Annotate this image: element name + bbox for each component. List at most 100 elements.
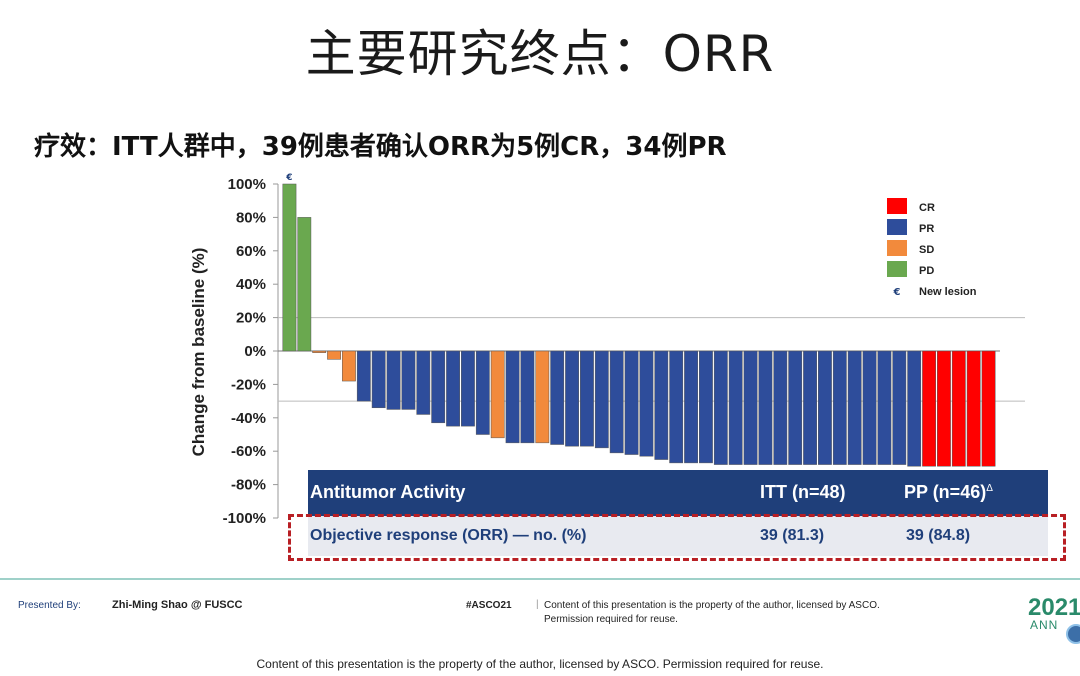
y-tick-label: 20% [236, 310, 266, 327]
bar-pr [773, 350, 788, 465]
footer-notice-line2: Permission required for reuse. [544, 614, 678, 625]
bar-sd [342, 350, 356, 382]
bar-pr [788, 350, 803, 465]
highlight-box [288, 514, 1066, 561]
bar-cr [981, 350, 996, 467]
y-tick-label: 0% [244, 343, 266, 360]
table-cell-orr-pp: 39 (84.8) [906, 527, 971, 544]
waterfall-chart: Change from baseline (%) 100% 80% 60% 40% 20… [189, 173, 1025, 527]
legend-label: PR [919, 223, 934, 235]
y-tick-labels: 100% 80% 60% 40% 20% 0% -20% -40% -60% -80% -100% [223, 176, 278, 527]
bar-pr [624, 350, 639, 455]
bar-pr [803, 350, 817, 465]
table-header-pp-sup: Δ [986, 483, 993, 494]
y-tick-label: 80% [236, 209, 266, 226]
bar-pr [758, 350, 773, 465]
asco-annual-label: ANN [1030, 618, 1059, 632]
table-cell-orr-label: Objective response (ORR) — no. (%) [310, 527, 587, 544]
y-tick-label: 100% [228, 176, 266, 193]
legend-symbol-new-lesion: € [893, 287, 901, 298]
presenter-name: Zhi-Ming Shao @ FUSCC [112, 599, 243, 611]
legend-swatch-pd [887, 261, 907, 277]
footer-notice-line1: Content of this presentation is the prop… [544, 600, 880, 611]
bar-pr [832, 350, 847, 465]
slide-title: 主要研究终点：ORR [305, 25, 775, 83]
y-tick-label: -40% [231, 410, 266, 427]
bar-cr [922, 350, 936, 467]
table-header-activity: Antitumor Activity [310, 482, 466, 502]
bars: € [282, 173, 996, 467]
bottom-notice: Content of this presentation is the prop… [256, 657, 824, 671]
y-axis-title: Change from baseline (%) [189, 248, 208, 457]
bar-pr [877, 350, 892, 465]
bar-pd [297, 217, 312, 352]
table-header-pp: PP (n=46)Δ [904, 482, 993, 503]
y-tick-label: 60% [236, 243, 266, 260]
bar-cr [951, 350, 966, 467]
legend-swatch-pr [887, 219, 907, 235]
bar-pr [401, 350, 416, 410]
bar-pr [713, 350, 728, 465]
bar-pr [728, 350, 743, 465]
y-tick-label: -20% [231, 376, 266, 393]
bar-pr [684, 350, 698, 464]
table-header-itt: ITT (n=48) [760, 482, 846, 502]
bar-pr [699, 350, 713, 464]
bar-pr [505, 350, 520, 444]
y-tick-label: -80% [231, 477, 266, 494]
bar-pr [654, 350, 669, 460]
new-lesion-marker: € [285, 173, 292, 183]
bar-cr [937, 350, 951, 467]
bar-pr [639, 350, 654, 457]
footer-hashtag: #ASCO21 [466, 600, 512, 611]
bar-pr [892, 350, 907, 465]
bar-sd [490, 350, 505, 439]
legend-label: New lesion [919, 286, 977, 298]
footer-separator: | [536, 599, 539, 610]
bar-pr [386, 350, 401, 410]
footer-divider [0, 578, 1080, 580]
bar-pr [356, 350, 371, 402]
legend-label: SD [919, 244, 934, 256]
bar-pr [609, 350, 624, 454]
bar-pr [475, 350, 490, 435]
chart-legend: CR PR SD PD € New lesion [887, 198, 977, 298]
bar-pr [669, 350, 684, 464]
bar-pr [907, 350, 922, 467]
bar-pr [371, 350, 386, 409]
bar-pr [847, 350, 862, 465]
globe-icon [1066, 624, 1080, 644]
bar-pr [862, 350, 877, 465]
bar-pr [594, 350, 609, 449]
bar-sd [312, 350, 327, 353]
bar-pr [743, 350, 758, 465]
bar-pr [580, 350, 594, 447]
slide-subtitle: 疗效：ITT人群中，39例患者确认ORR为5例CR，34例PR [34, 132, 727, 162]
bar-pr [550, 350, 565, 445]
legend-swatch-sd [887, 240, 907, 256]
table-cell-orr-itt: 39 (81.3) [760, 527, 825, 544]
bar-pr [416, 350, 431, 415]
bar-pr [431, 350, 446, 424]
asco-year: 2021 [1028, 594, 1080, 621]
bar-pr [461, 350, 475, 427]
y-axis-title-group: Change from baseline (%) [189, 248, 208, 457]
bar-pr [446, 350, 460, 427]
legend-label: CR [919, 202, 935, 214]
bar-pd [282, 183, 297, 352]
results-table-header: Antitumor Activity ITT (n=48) PP (n=46)Δ [308, 470, 1048, 516]
y-tick-label: 40% [236, 276, 266, 293]
bar-pr [520, 350, 535, 444]
results-table-row: Objective response (ORR) — no. (%) 39 (8… [308, 516, 1048, 556]
presented-by-label: Presented By: [18, 600, 81, 611]
y-tick-label: -60% [231, 443, 266, 460]
bar-pr [565, 350, 579, 447]
legend-swatch-cr [887, 198, 907, 214]
bar-sd [535, 350, 550, 444]
bar-pr [818, 350, 832, 465]
y-tick-label: -100% [223, 510, 266, 527]
table-header-pp-label: PP (n=46) [904, 482, 987, 502]
bar-cr [966, 350, 981, 467]
legend-label: PD [919, 265, 934, 277]
bar-sd [327, 350, 341, 360]
